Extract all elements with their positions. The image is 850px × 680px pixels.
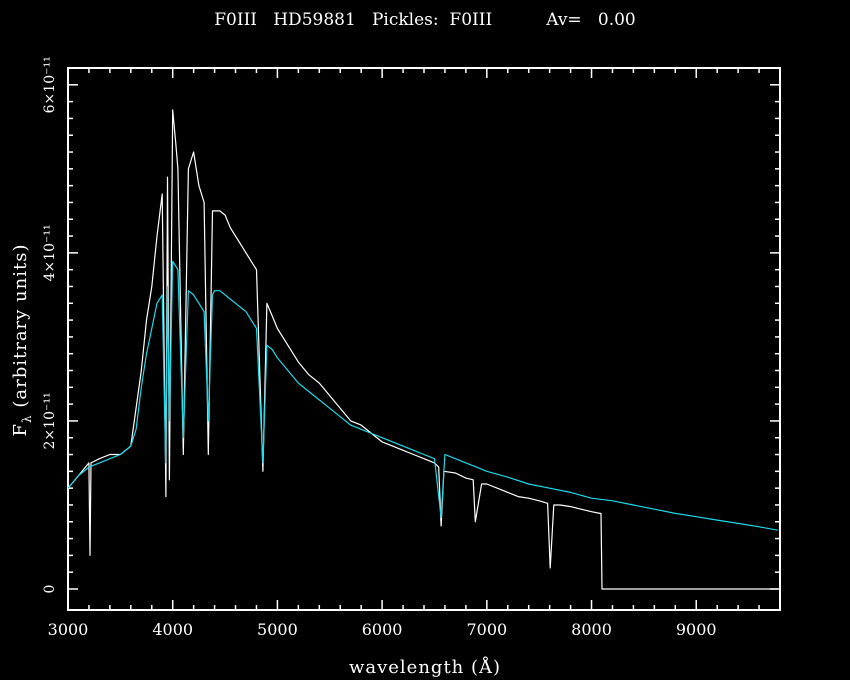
model-spectrum-line	[67, 260, 779, 531]
x-tick-label: 3000	[48, 620, 89, 639]
y-tick-label: 2×10⁻¹¹	[42, 392, 58, 449]
x-tick-label: 5000	[257, 620, 298, 639]
x-tick-label: 6000	[362, 620, 403, 639]
y-tick-label: 6×10⁻¹¹	[42, 56, 58, 113]
y-tick-label: 4×10⁻¹¹	[42, 224, 58, 281]
x-tick-label: 9000	[676, 620, 717, 639]
y-axis-label: Fλ (arbitrary units)	[10, 243, 34, 437]
x-tick-label: 8000	[571, 620, 612, 639]
y-tick-label: 0	[42, 585, 58, 594]
plot-frame	[67, 67, 781, 611]
x-tick-label: 7000	[466, 620, 507, 639]
observed-spectrum-line	[67, 109, 778, 590]
chart-title: F0III HD59881 Pickles: F0III Av= 0.00	[214, 10, 636, 30]
x-axis-label: wavelength (Å)	[348, 657, 502, 678]
x-tick-label: 4000	[152, 620, 193, 639]
